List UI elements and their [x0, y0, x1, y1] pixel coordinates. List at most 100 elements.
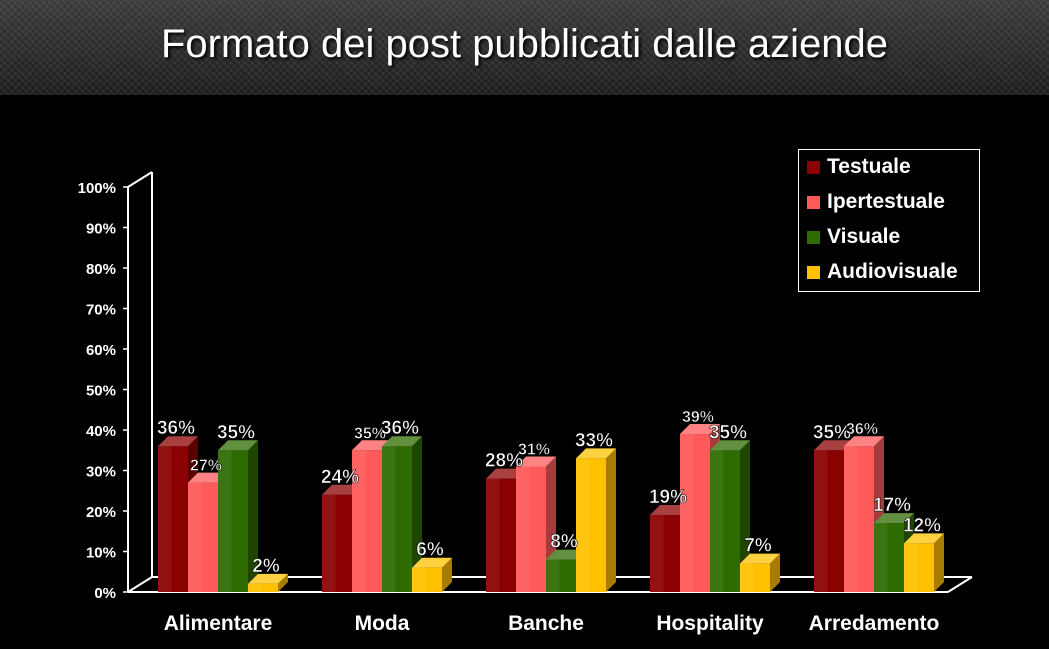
bar-highlight	[412, 567, 426, 592]
data-label: 2%	[252, 556, 280, 577]
legend-swatch	[807, 160, 820, 174]
data-label: 7%	[744, 536, 772, 557]
y-tick-label: 70%	[86, 302, 116, 319]
bar-highlight	[382, 446, 396, 592]
bar-top	[740, 553, 780, 564]
data-label: 36%	[846, 421, 878, 438]
bar-side	[770, 553, 780, 592]
bar-highlight	[158, 446, 172, 592]
x-axis-ticks: Alimentare Moda Banche Hospitality Arredamen…	[164, 612, 940, 635]
page-title: Formato dei post pubblicati dalle aziend…	[160, 22, 889, 66]
legend-label: Ipertestuale	[827, 190, 945, 213]
bar-highlight	[188, 482, 202, 592]
x-tick-label: Arredamento	[809, 612, 940, 635]
legend-swatch	[807, 265, 820, 279]
bar-side	[934, 533, 944, 592]
bar-top	[158, 436, 198, 447]
y-tick-label: 20%	[86, 504, 116, 521]
chart-legend: Testuale Ipertestuale Visuale Audiovisua…	[798, 149, 980, 292]
data-label: 31%	[518, 441, 550, 458]
bar-front	[248, 583, 278, 592]
data-label: 12%	[903, 515, 941, 536]
bar-top	[382, 436, 422, 447]
legend-label: Testuale	[827, 155, 911, 178]
bar-highlight	[740, 563, 754, 592]
x-tick-label: Alimentare	[164, 612, 273, 635]
bar-highlight	[814, 450, 828, 592]
wall-top-edge	[127, 171, 153, 188]
data-label: 39%	[682, 409, 714, 426]
bar-highlight	[352, 450, 366, 592]
chart-bars	[158, 424, 944, 592]
bar-highlight	[874, 523, 888, 592]
legend-swatch	[807, 230, 820, 244]
bar-highlight	[218, 450, 232, 592]
legend-item-ipertestuale: Ipertestuale	[807, 187, 945, 217]
bar-top	[218, 440, 258, 451]
bar-side	[248, 440, 258, 592]
y-tick-label: 40%	[86, 423, 116, 440]
y-axis-ticks: 0% 10% 20% 30% 40% 50% 60% 70% 80% 90% 100%	[78, 180, 128, 602]
legend-swatch	[807, 195, 820, 209]
data-label: 6%	[416, 540, 444, 561]
data-label: 36%	[157, 418, 195, 439]
legend-item-visuale: Visuale	[807, 222, 900, 252]
legend-label: Visuale	[827, 225, 901, 248]
bar-top	[710, 440, 750, 451]
y-tick-label: 90%	[86, 221, 116, 238]
bar-highlight	[546, 559, 560, 592]
bar-side	[740, 440, 750, 592]
bar-side	[412, 436, 422, 592]
data-label: 33%	[575, 430, 613, 451]
data-label: 24%	[321, 467, 359, 488]
data-labels: 36%27%35%2%24%35%36%6%28%31%8%33%19%39%3…	[157, 409, 942, 577]
bar-highlight	[248, 583, 262, 592]
floor-right-edge	[947, 576, 973, 593]
bar-top	[516, 456, 556, 467]
y-tick-label: 100%	[78, 180, 116, 197]
data-label: 35%	[354, 425, 386, 442]
bar-highlight	[904, 543, 918, 592]
bar-side	[278, 573, 288, 592]
bar-top	[680, 424, 720, 435]
data-label: 36%	[381, 418, 419, 439]
y-tick-label: 0%	[94, 585, 116, 602]
data-label: 17%	[873, 495, 911, 516]
y-tick-label: 80%	[86, 261, 116, 278]
bar-highlight	[322, 494, 336, 592]
data-label: 27%	[190, 458, 222, 475]
header-band	[0, 0, 1049, 95]
bar-top	[844, 436, 884, 447]
x-tick-label: Banche	[508, 612, 584, 635]
data-label: 35%	[709, 422, 747, 443]
bar-top	[248, 573, 288, 584]
bar-top	[412, 557, 452, 568]
bar-highlight	[710, 450, 724, 592]
bar-highlight	[650, 515, 664, 592]
bar-top	[576, 448, 616, 459]
bar-side	[442, 557, 452, 592]
y-tick-label: 60%	[86, 342, 116, 359]
legend-item-testuale: Testuale	[807, 152, 911, 182]
bar-highlight	[844, 446, 858, 592]
legend-label: Audiovisuale	[827, 260, 958, 283]
data-label: 35%	[217, 422, 255, 443]
y-tick-label: 10%	[86, 545, 116, 562]
bar-top	[874, 513, 914, 524]
data-label: 28%	[485, 451, 523, 472]
bar-highlight	[486, 478, 500, 592]
floor-left-edge	[127, 576, 153, 593]
bar-highlight	[680, 434, 694, 592]
data-label: 8%	[550, 532, 578, 553]
bar-highlight	[516, 466, 530, 592]
x-tick-label: Moda	[355, 612, 410, 635]
legend-item-audiovisuale: Audiovisuale	[807, 257, 958, 287]
y-tick-label: 30%	[86, 464, 116, 481]
data-label: 19%	[649, 487, 687, 508]
x-tick-label: Hospitality	[656, 612, 764, 635]
bar-side	[606, 448, 616, 592]
bar-highlight	[576, 458, 590, 592]
bar-top	[904, 533, 944, 544]
